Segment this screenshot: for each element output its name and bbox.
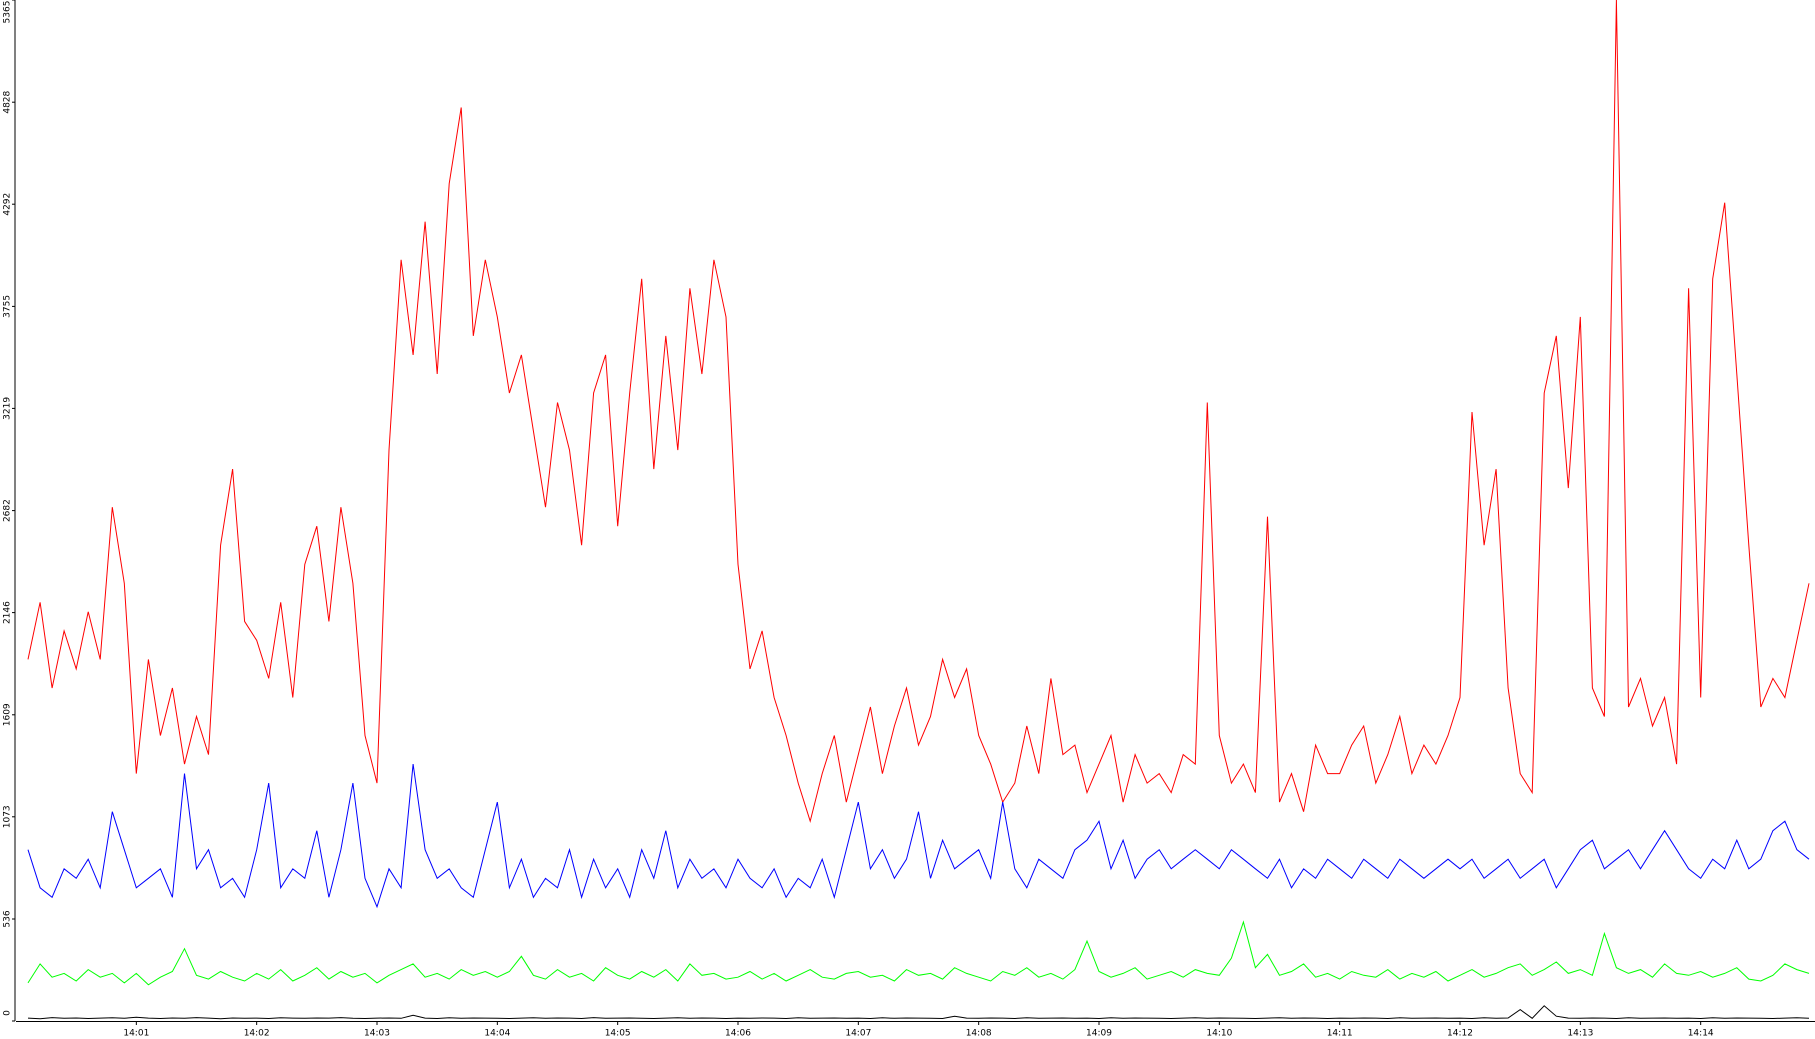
y-tick-label: 1073: [3, 805, 13, 828]
y-tick-label: 2682: [3, 499, 13, 522]
series-line: [27, 0, 1810, 824]
y-tick-label: 2146: [3, 601, 13, 624]
series-line: [27, 1005, 1810, 1020]
y-tick-label: 536: [3, 910, 13, 927]
x-tick-label: 14:13: [1567, 1029, 1593, 1039]
y-tick-label: 5365: [3, 1, 13, 24]
x-tick-label: 14:06: [725, 1029, 751, 1039]
y-tick-label: 4828: [3, 90, 13, 113]
y-tick-label: 3755: [3, 295, 13, 318]
x-tick-label: 14:12: [1447, 1029, 1473, 1039]
x-tick-label: 14:01: [123, 1029, 149, 1039]
y-tick-label: 0: [3, 1010, 13, 1016]
x-tick-label: 14:04: [484, 1029, 510, 1039]
x-tick-label: 14:02: [244, 1029, 270, 1039]
y-tick-label: 1609: [3, 703, 13, 726]
series-line: [27, 764, 1810, 909]
series-line: [27, 920, 1810, 986]
x-tick-label: 14:08: [966, 1029, 992, 1039]
x-tick-label: 14:07: [845, 1029, 871, 1039]
x-tick-label: 14:10: [1206, 1029, 1232, 1039]
x-tick-label: 14:11: [1327, 1029, 1353, 1039]
x-tick-label: 14:05: [605, 1029, 631, 1039]
x-tick-label: 14:14: [1688, 1029, 1714, 1039]
y-tick-label: 4292: [3, 193, 13, 216]
y-tick-label: 3219: [3, 397, 13, 420]
x-tick-label: 14:09: [1086, 1029, 1112, 1039]
x-tick-label: 14:03: [364, 1029, 390, 1039]
